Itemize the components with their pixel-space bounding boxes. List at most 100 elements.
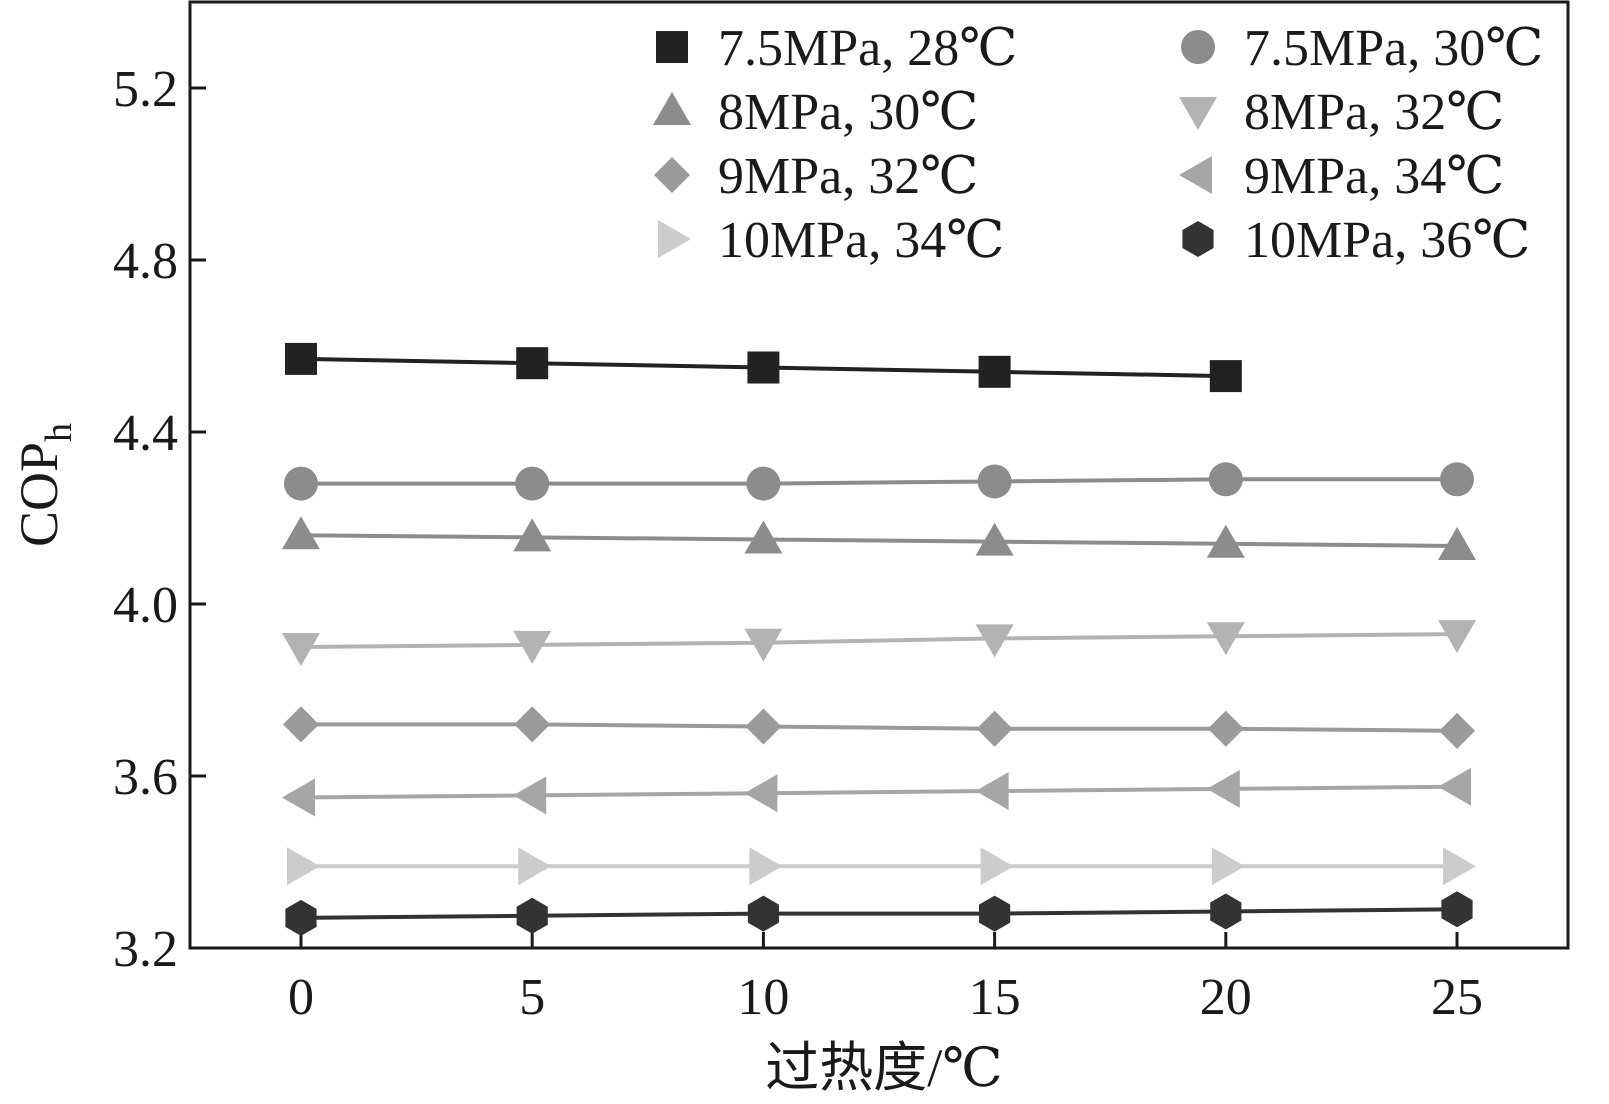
data-point [1441,891,1473,928]
y-axis: 3.2 3.6 4.0 4.4 4.8 5.2 [113,61,206,978]
data-point [285,899,317,936]
data-point [1208,462,1243,497]
legend-label: 9MPa, 32℃ [718,148,978,205]
data-point [516,347,549,380]
data-point [518,847,552,886]
series-line [300,907,1458,920]
data-point [513,630,552,664]
x-axis: 0 5 10 15 20 25 [288,932,1483,1026]
legend-label: 8MPa, 30℃ [718,84,978,141]
legend-item: 9MPa, 32℃ [654,148,978,205]
data-point [978,355,1011,388]
series-layer [281,342,1477,936]
data-point [980,847,1014,886]
legend-marker [658,220,691,258]
data-point [514,706,551,743]
data-point [282,706,319,743]
y-axis-title-main: COP [9,442,69,547]
data-point [747,351,780,384]
series-4 [281,620,1477,666]
legend-label: 7.5MPa, 28℃ [718,20,1017,77]
data-point [516,897,548,934]
legend-label: 7.5MPa, 30℃ [1244,20,1543,77]
data-point [281,516,320,550]
data-point [1440,462,1475,497]
data-point [1210,893,1242,930]
data-point [1209,360,1242,393]
legend-marker [656,31,688,63]
data-point [1439,712,1476,749]
series-8 [285,891,1473,936]
legend-marker [1182,221,1214,257]
x-tick-label: 25 [1431,969,1483,1026]
y-tick-label: 4.8 [113,233,178,290]
x-tick-label: 20 [1200,969,1252,1026]
series-3 [281,516,1477,560]
data-point [1206,524,1245,558]
data-point [283,466,318,501]
legend-item: 8MPa, 30℃ [653,84,978,141]
data-point [1211,847,1245,886]
y-axis-title-subscript: h [38,423,80,442]
y-tick-label: 3.2 [113,921,178,978]
data-point [975,772,1009,811]
data-point [513,518,552,552]
series-6 [281,767,1472,817]
y-tick-label: 5.2 [113,61,178,118]
data-point [749,847,783,886]
legend-label: 10MPa, 34℃ [718,212,1004,269]
data-point [281,633,320,666]
legend-marker [654,157,690,193]
legend-item: 9MPa, 34℃ [1179,148,1504,205]
data-point [1438,526,1477,560]
legend-item: 10MPa, 36℃ [1182,212,1530,269]
series-line [300,722,1458,733]
legend-marker [653,92,691,125]
legend-item: 8MPa, 32℃ [1179,84,1504,141]
data-point [745,708,782,745]
data-point [747,895,779,932]
data-point [975,522,1014,556]
data-point [1207,710,1244,747]
data-point [976,710,1013,747]
series-2 [283,462,1475,501]
data-point [1438,767,1472,806]
data-point [284,342,317,375]
data-point [746,466,781,501]
data-point [977,464,1012,499]
data-point [744,520,783,554]
x-axis-title: 过热度/℃ [765,1038,1002,1098]
series-7 [286,847,1477,886]
data-point [1443,847,1477,886]
legend: 7.5MPa, 28℃ 7.5MPa, 30℃ 8MPa, 30℃ 8MPa, 32℃… [653,20,1543,269]
legend-marker [1181,30,1215,64]
legend-marker [1179,156,1212,194]
legend-label: 8MPa, 32℃ [1244,84,1504,141]
data-point [281,778,315,817]
legend-item: 7.5MPa, 28℃ [656,20,1017,77]
y-axis-title: COPh [9,423,80,547]
legend-item: 7.5MPa, 30℃ [1181,20,1543,77]
data-point [975,624,1014,658]
data-point [744,628,783,662]
legend-label: 10MPa, 36℃ [1244,212,1530,269]
legend-item: 10MPa, 34℃ [658,212,1004,269]
data-point [979,895,1011,932]
plot-frame [188,0,1570,950]
series-line [300,477,1458,486]
series-line [300,632,1458,649]
y-tick-label: 3.6 [113,749,178,806]
x-tick-label: 0 [288,969,314,1026]
x-tick-label: 5 [519,969,545,1026]
series-1 [284,342,1242,393]
data-point [513,776,547,815]
series-line [300,784,1458,800]
data-point [1206,622,1245,656]
legend-label: 9MPa, 34℃ [1244,148,1504,205]
data-point [515,466,550,501]
data-point [1206,769,1240,808]
y-tick-label: 4.4 [113,405,178,462]
series-5 [282,706,1476,749]
legend-marker [1179,97,1217,130]
